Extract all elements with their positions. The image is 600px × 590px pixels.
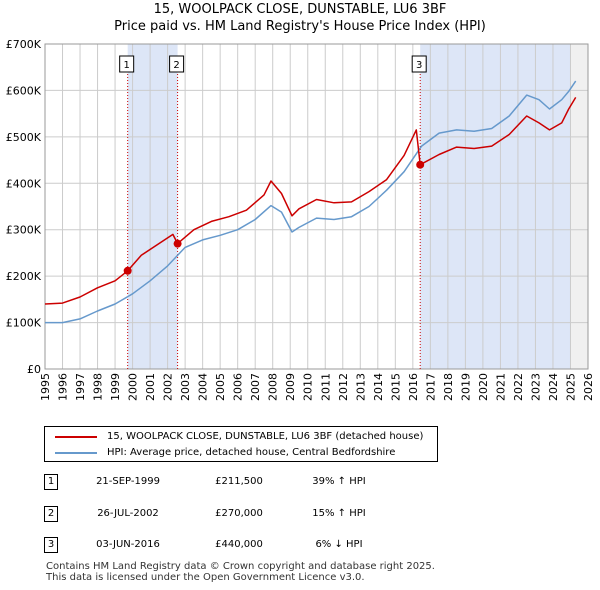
legend-swatch-hpi — [55, 452, 97, 454]
footer-licence: This data is licensed under the Open Gov… — [46, 572, 365, 583]
x-tick-label: 2018 — [442, 373, 455, 401]
x-tick-label: 2025 — [564, 373, 577, 401]
legend-label-property: 15, WOOLPACK CLOSE, DUNSTABLE, LU6 3BF (… — [107, 431, 424, 442]
legend-swatch-property — [55, 436, 97, 438]
sale-point — [123, 266, 132, 275]
y-tick-label: £600K — [6, 84, 42, 97]
x-tick-label: 2005 — [214, 373, 227, 401]
sale-label-box — [169, 55, 185, 73]
x-tick-label: 2021 — [494, 373, 507, 401]
x-tick-label: 2011 — [319, 373, 332, 401]
x-tick-label: 2022 — [512, 373, 525, 401]
transaction-price: £211,500 — [215, 476, 263, 487]
transaction-number: 1 — [44, 474, 58, 490]
x-tick-label: 2001 — [144, 373, 157, 401]
x-tick-label: 2008 — [267, 373, 280, 401]
chart-title: 15, WOOLPACK CLOSE, DUNSTABLE, LU6 3BF — [153, 2, 447, 17]
transaction-number: 3 — [44, 537, 58, 553]
sale-label-box — [411, 55, 427, 73]
y-tick-label: £500K — [6, 131, 42, 144]
transaction-price: £270,000 — [215, 508, 263, 519]
x-tick-label: 2004 — [197, 373, 210, 401]
y-tick-label: £0 — [27, 363, 41, 376]
x-tick-label: 2015 — [389, 373, 402, 401]
x-tick-label: 2024 — [547, 373, 560, 401]
x-tick-label: 1999 — [109, 373, 122, 401]
y-tick-label: £100K — [6, 317, 42, 330]
x-tick-label: 2003 — [179, 373, 192, 401]
transaction-row: 1 21-SEP-1999 £211,500 39% ↑ HPI — [0, 474, 600, 494]
plot-border — [44, 43, 589, 370]
ownership-shade — [420, 44, 571, 369]
transaction-row: 3 03-JUN-2016 £440,000 6% ↓ HPI — [0, 537, 600, 557]
transaction-hpi-diff: 39% ↑ HPI — [312, 476, 366, 487]
x-tick-label: 2020 — [477, 373, 490, 401]
transaction-number: 2 — [44, 506, 58, 522]
x-tick-label: 2002 — [162, 373, 175, 401]
transaction-hpi-diff: 15% ↑ HPI — [312, 508, 366, 519]
sale-label-box — [119, 55, 135, 73]
legend-label-hpi: HPI: Average price, detached house, Cent… — [107, 447, 396, 458]
future-region — [570, 44, 588, 369]
y-tick-label: £300K — [6, 224, 42, 237]
transaction-date: 03-JUN-2016 — [96, 539, 160, 550]
x-tick-label: 2013 — [354, 373, 367, 401]
x-tick-label: 2014 — [372, 373, 385, 401]
x-tick-label: 2016 — [407, 373, 420, 401]
chart-legend: 15, WOOLPACK CLOSE, DUNSTABLE, LU6 3BF (… — [44, 426, 438, 462]
x-tick-label: 2026 — [582, 373, 595, 401]
transaction-price: £440,000 — [215, 539, 263, 550]
x-tick-label: 2017 — [424, 373, 437, 401]
x-tick-label: 1995 — [39, 373, 52, 401]
x-tick-label: 1998 — [92, 373, 105, 401]
x-tick-label: 1996 — [57, 373, 70, 401]
sale-point — [416, 160, 425, 169]
hpi-line — [45, 80, 577, 324]
y-tick-label: £400K — [6, 177, 42, 190]
y-tick-label: £200K — [6, 270, 42, 283]
x-tick-label: 2007 — [249, 373, 262, 401]
x-tick-label: 2019 — [459, 373, 472, 401]
transaction-date: 21-SEP-1999 — [96, 476, 160, 487]
x-tick-label: 2009 — [284, 373, 297, 401]
transaction-hpi-diff: 6% ↓ HPI — [315, 539, 363, 550]
sale-label: 3 — [416, 60, 422, 71]
x-tick-label: 2010 — [302, 373, 315, 401]
chart-subtitle: Price paid vs. HM Land Registry's House … — [114, 19, 486, 34]
price-chart: £0 £100K £200K £300K £400K £500K £600K £700K 199… — [6, 38, 595, 401]
sale-point — [173, 239, 182, 248]
x-tick-label: 1997 — [74, 373, 87, 401]
transaction-row: 2 26-JUL-2002 £270,000 15% ↑ HPI — [0, 506, 600, 526]
x-tick-label: 2023 — [529, 373, 542, 401]
property-price-line — [44, 97, 577, 305]
x-tick-label: 2006 — [232, 373, 245, 401]
x-tick-label: 2012 — [337, 373, 350, 401]
x-tick-label: 2000 — [127, 373, 140, 401]
sale-label: 1 — [123, 60, 129, 71]
transaction-date: 26-JUL-2002 — [97, 508, 159, 519]
sale-label: 2 — [173, 60, 179, 71]
y-tick-label: £700K — [6, 38, 42, 51]
ownership-shade — [127, 44, 178, 369]
footer-copyright: Contains HM Land Registry data © Crown c… — [46, 561, 435, 572]
